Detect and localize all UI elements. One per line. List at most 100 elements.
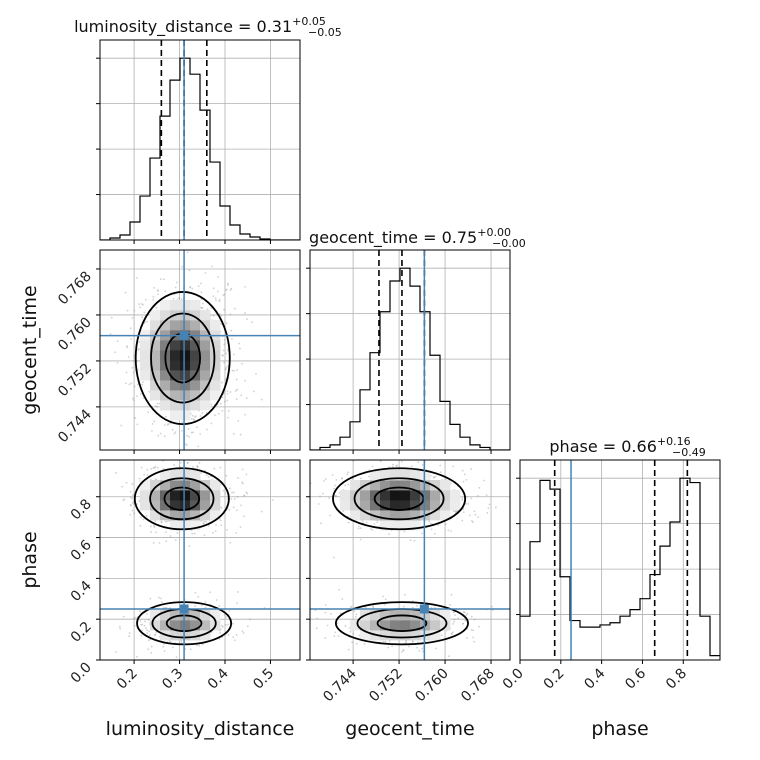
joint-luminosity-distance-vs-geocent-time-density-cell <box>150 380 161 391</box>
joint-luminosity-distance-vs-geocent-time-sample <box>227 416 229 419</box>
marginal-phase-frame <box>519 459 721 661</box>
joint-geocent-time-vs-phase-sample <box>328 497 330 499</box>
joint-geocent-time-vs-phase-sample <box>347 471 349 474</box>
joint-luminosity-distance-vs-phase-sample <box>228 508 231 511</box>
joint-luminosity-distance-vs-geocent-time-density-cell <box>210 320 221 331</box>
joint-luminosity-distance-vs-phase-sample <box>142 518 145 521</box>
joint-luminosity-distance-vs-phase-sample <box>205 474 208 477</box>
joint-luminosity-distance-vs-geocent-time-sample <box>223 343 226 346</box>
joint-luminosity-distance-vs-phase-sample <box>168 455 170 457</box>
joint-geocent-time-vs-phase-sample <box>341 477 344 480</box>
joint-luminosity-distance-vs-geocent-time-sample <box>211 265 213 268</box>
joint-geocent-time-vs-phase-density-cell <box>390 480 401 491</box>
joint-luminosity-distance-vs-phase-sample <box>174 539 177 541</box>
joint-luminosity-distance-vs-geocent-time-sample <box>181 265 184 268</box>
joint-luminosity-distance-vs-geocent-time-sample <box>195 415 198 417</box>
joint-luminosity-distance-vs-phase-sample <box>133 624 136 627</box>
joint-luminosity-distance-vs-geocent-time-sample <box>200 282 202 285</box>
joint-geocent-time-vs-phase-density-cell <box>390 620 401 631</box>
joint-luminosity-distance-vs-phase-density-cell <box>210 510 221 521</box>
joint-luminosity-distance-vs-geocent-time-sample <box>162 278 165 281</box>
joint-luminosity-distance-vs-geocent-time-sample <box>138 348 141 350</box>
joint-luminosity-distance-vs-geocent-time-sample <box>231 369 234 372</box>
joint-luminosity-distance-vs-phase-density-cell <box>160 480 171 491</box>
joint-luminosity-distance-vs-phase-sample <box>245 491 248 494</box>
joint-geocent-time-vs-phase-density-cell <box>370 610 381 621</box>
joint-luminosity-distance-vs-geocent-time-sample <box>180 429 183 432</box>
joint-luminosity-distance-vs-geocent-time-sample <box>219 402 222 405</box>
joint-luminosity-distance-vs-phase-sample <box>203 520 206 523</box>
joint-geocent-time-vs-phase-density-cell <box>430 490 441 501</box>
joint-luminosity-distance-vs-geocent-time-sample <box>200 306 202 309</box>
joint-geocent-time-vs-phase-density-cell <box>410 490 421 501</box>
joint-luminosity-distance-vs-phase <box>96 455 301 664</box>
joint-luminosity-distance-vs-geocent-time-frame <box>99 249 301 451</box>
joint-luminosity-distance-vs-phase-sample <box>154 520 157 523</box>
joint-luminosity-distance-vs-phase-sample <box>214 455 216 457</box>
joint-luminosity-distance-vs-phase-sample <box>201 643 204 646</box>
joint-geocent-time-vs-phase-sample <box>474 513 477 516</box>
title-luminosity-distance: luminosity_distance = 0.31+0.05 <box>74 15 326 37</box>
joint-geocent-time-vs-phase-sample <box>449 604 451 606</box>
joint-luminosity-distance-vs-geocent-time-sample <box>236 369 238 371</box>
joint-luminosity-distance-vs-geocent-time-sample <box>197 445 200 448</box>
joint-geocent-time-vs-phase-sample <box>472 629 475 632</box>
joint-luminosity-distance-vs-phase-sample <box>233 491 235 494</box>
x-tick-label-phase-3: 0.6 <box>622 665 649 692</box>
joint-luminosity-distance-vs-phase-sample <box>165 540 168 543</box>
joint-geocent-time-vs-phase-sample <box>461 497 464 500</box>
joint-luminosity-distance-vs-geocent-time-density-cell <box>150 320 161 331</box>
joint-geocent-time-vs-phase-sample <box>465 502 467 505</box>
joint-luminosity-distance-vs-phase-sample <box>162 467 165 470</box>
joint-luminosity-distance-vs-phase-sample <box>123 498 126 501</box>
joint-luminosity-distance-vs-phase-sample <box>128 635 131 638</box>
joint-luminosity-distance-vs-geocent-time-sample <box>221 409 224 412</box>
joint-luminosity-distance-vs-phase-sample <box>154 465 157 468</box>
joint-geocent-time-vs-phase-density-cell <box>350 500 361 511</box>
joint-luminosity-distance-vs-geocent-time-sample <box>166 423 169 426</box>
joint-luminosity-distance-vs-phase-density-cell <box>200 490 211 501</box>
joint-luminosity-distance-vs-phase-sample <box>212 531 214 534</box>
joint-luminosity-distance-vs-phase-density-cell <box>210 610 221 621</box>
joint-luminosity-distance-vs-phase-sample <box>141 629 143 632</box>
joint-luminosity-distance-vs-geocent-time-sample <box>221 354 224 357</box>
joint-geocent-time-vs-phase-sample <box>461 499 464 501</box>
joint-luminosity-distance-vs-geocent-time-density-cell <box>170 380 181 391</box>
joint-luminosity-distance-vs-geocent-time-density-cell <box>180 380 191 391</box>
joint-geocent-time-vs-phase-sample <box>428 520 431 523</box>
marginal-luminosity-distance-frame <box>99 39 301 241</box>
joint-luminosity-distance-vs-phase-density-cell <box>210 480 221 491</box>
joint-geocent-time-vs-phase-sample <box>421 464 424 466</box>
joint-luminosity-distance-vs-geocent-time-sample <box>217 276 219 278</box>
joint-geocent-time-vs-phase-density-cell <box>430 630 441 641</box>
joint-luminosity-distance-vs-phase-density-cell <box>170 480 181 491</box>
joint-luminosity-distance-vs-phase-sample <box>165 606 168 609</box>
joint-geocent-time-vs-phase-sample <box>435 647 437 650</box>
joint-luminosity-distance-vs-geocent-time-sample <box>116 362 119 364</box>
joint-luminosity-distance-vs-phase-density-cell <box>150 610 161 621</box>
joint-luminosity-distance-vs-phase-sample <box>214 530 217 532</box>
joint-luminosity-distance-vs-geocent-time-sample <box>159 278 162 281</box>
joint-luminosity-distance-vs-geocent-time-sample <box>200 298 203 301</box>
joint-luminosity-distance-vs-phase-sample <box>146 474 149 476</box>
joint-geocent-time-vs-phase-sample <box>392 463 394 466</box>
joint-geocent-time-vs-phase-density-cell <box>360 510 371 521</box>
joint-luminosity-distance-vs-phase-density-cell <box>190 470 201 481</box>
joint-luminosity-distance-vs-phase-sample <box>144 620 146 623</box>
joint-geocent-time-vs-phase-density-cell <box>390 500 401 511</box>
joint-geocent-time-vs-phase-sample <box>330 612 332 615</box>
joint-luminosity-distance-vs-phase-sample <box>232 636 235 639</box>
joint-luminosity-distance-vs-phase-sample <box>150 652 153 654</box>
joint-luminosity-distance-vs-phase-sample <box>207 524 210 527</box>
joint-luminosity-distance-vs-phase-density-cell <box>170 620 181 631</box>
x-axis-label-geocent-time: geocent_time <box>345 718 474 740</box>
joint-luminosity-distance-vs-phase-sample <box>146 468 149 471</box>
marginal-luminosity-distance-plot <box>100 40 300 240</box>
joint-geocent-time-vs-phase-sample <box>404 593 406 596</box>
joint-luminosity-distance-vs-geocent-time-density-cell <box>160 310 171 321</box>
joint-geocent-time-vs-phase-sample <box>418 649 421 652</box>
joint-geocent-time-vs-phase-sample <box>357 525 360 528</box>
y-tick-label-geocent-time-1: 0.752 <box>55 360 95 400</box>
joint-geocent-time-vs-phase-density-cell <box>400 480 411 491</box>
joint-luminosity-distance-vs-geocent-time-sample <box>218 298 221 301</box>
